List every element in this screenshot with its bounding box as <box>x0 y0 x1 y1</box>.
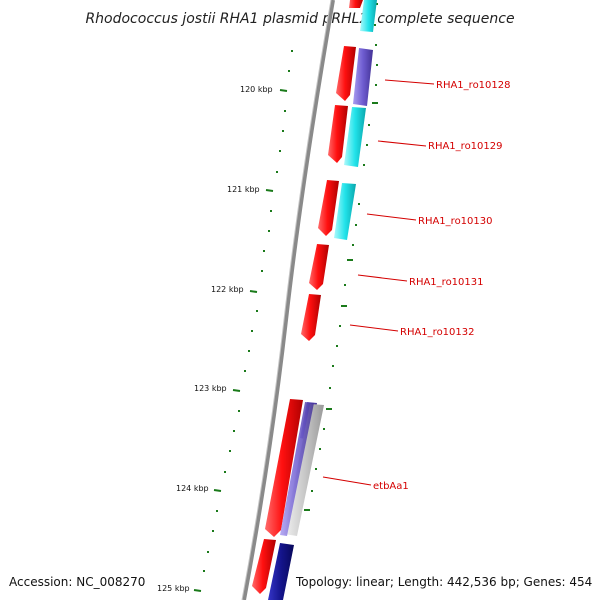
accession-text: Accession: NC_008270 <box>9 575 145 589</box>
gene-arrows-forward <box>252 0 363 594</box>
kbp-label: 120 kbp <box>240 85 273 94</box>
gene-label: RHA1_ro10131 <box>409 277 484 288</box>
gene-arrow <box>309 244 329 290</box>
gene-bar-cyan <box>360 0 377 32</box>
gene-arrow <box>328 105 348 163</box>
summary-text: Topology: linear; Length: 442,536 bp; Ge… <box>295 575 592 589</box>
outer-tick-dots <box>311 24 378 492</box>
gene-label: etbAa1 <box>373 481 409 492</box>
gene-arrow <box>336 46 356 101</box>
gene-bar-navy <box>268 543 294 600</box>
gene-label-lines <box>322 79 435 486</box>
gene-label: RHA1_ro10129 <box>428 141 503 152</box>
gene-bars-reverse <box>268 0 377 600</box>
backbone-arc <box>242 0 335 600</box>
kbp-label: 122 kbp <box>211 285 244 294</box>
gene-arrow <box>252 539 276 594</box>
gene-bar-purple <box>280 402 314 536</box>
inner-tick-marks <box>203 50 293 572</box>
kbp-label: 123 kbp <box>194 384 227 393</box>
gene-label: RHA1_ro10128 <box>436 80 511 91</box>
gene-bar-cyan <box>334 183 356 240</box>
backbone-highlight <box>241 0 332 600</box>
kbp-label: 121 kbp <box>227 185 260 194</box>
gene-arrow <box>349 0 363 8</box>
kbp-label: 124 kbp <box>176 484 209 493</box>
gene-arrow <box>301 294 321 341</box>
map-title: Rhodococcus jostii RHA1 plasmid pRHL2, c… <box>85 11 514 27</box>
gene-arrow <box>265 399 303 537</box>
kbp-label: 125 kbp <box>157 584 190 593</box>
gene-label: RHA1_ro10130 <box>418 216 493 227</box>
gene-bar-cyan <box>344 107 366 167</box>
gene-bar-purple <box>353 48 373 106</box>
gene-bar-grey <box>284 404 324 536</box>
gene-arrow <box>318 180 339 236</box>
gene-label: RHA1_ro10132 <box>400 327 475 338</box>
major-tick-marks <box>193 89 288 592</box>
